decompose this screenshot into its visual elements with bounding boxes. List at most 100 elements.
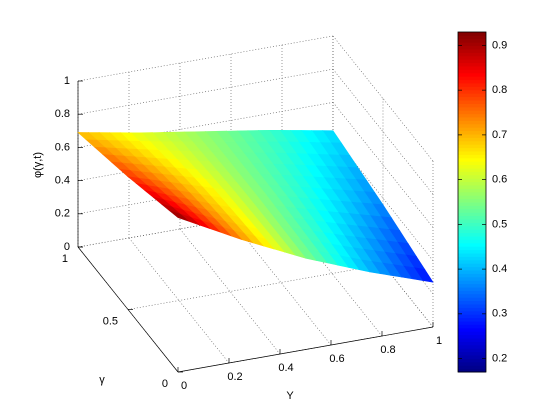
colorbar-swatch [458,52,486,57]
colorbar-swatch [458,276,486,281]
colorbar-swatch [458,259,486,264]
colorbar-swatch [458,49,486,53]
colorbar-swatch [458,120,486,125]
colorbar-swatch [458,147,486,152]
surface-patch [169,210,189,222]
x-axis-label: Y [286,390,294,402]
colorbar-swatch [458,246,486,251]
colorbar-swatch [458,151,486,155]
colorbar-swatch [458,164,486,169]
colorbar-swatch [458,113,486,118]
colorbar-swatch [458,310,486,315]
colorbar-tick-label: 0.3 [492,308,507,320]
y-tick-label: 0.5 [103,315,118,327]
colorbar-swatch [458,297,486,302]
colorbar-swatch [458,45,486,50]
colorbar-swatch [458,79,486,84]
colorbar-swatch [458,35,486,40]
colorbar-swatch [458,42,486,47]
colorbar-swatch [458,283,486,288]
y-tick-label: 0 [162,378,168,390]
x-tick-label: 0.8 [380,344,395,356]
colorbar-swatch [458,137,486,142]
colorbar-swatch [458,300,486,305]
colorbar-swatch [458,62,486,67]
colorbar-swatch [458,304,486,308]
y-axis-label: γ [99,374,105,386]
colorbar-swatch [458,96,486,101]
axis-line [177,326,434,373]
colorbar-swatch [458,338,486,342]
colorbar-swatch [458,198,486,203]
colorbar-swatch [458,239,486,244]
colorbar-swatch [458,205,486,210]
colorbar-swatch [458,100,486,104]
colorbar-swatch [458,368,486,373]
colorbar-swatch [458,140,486,145]
colorbar-swatch [458,185,486,189]
z-tick-label: 0.2 [55,208,70,220]
colorbar-swatch [458,358,486,363]
x-tick-label: 0.4 [278,362,293,374]
colorbar-swatch [458,215,486,220]
z-tick-label: 0.8 [55,108,70,120]
colorbar-swatch [458,191,486,196]
colorbar-swatch [458,130,486,135]
colorbar-swatch [458,181,486,186]
colorbar-swatch [458,154,486,159]
y-tick-label: 1 [62,253,68,265]
grid-line [77,35,334,82]
colorbar-swatch [458,72,486,77]
colorbar-swatch [458,144,486,149]
colorbar-swatch [458,171,486,176]
colorbar-tick-label: 0.8 [492,84,507,96]
colorbar-swatch [458,334,486,339]
colorbar-swatch [458,110,486,115]
x-tick-label: 0 [181,380,187,392]
colorbar-tick-label: 0.2 [492,352,507,364]
colorbar-swatch [458,317,486,322]
colorbar-swatch [458,38,486,43]
colorbar-swatch [458,202,486,206]
colorbar-swatch [458,83,486,87]
colorbar-swatch [458,253,486,257]
z-tick-label: 0.4 [55,175,70,187]
colorbar-swatch [458,76,486,81]
colorbar-swatch [458,219,486,223]
colorbar-swatch [458,106,486,111]
colorbar-swatch [458,32,486,36]
colorbar-swatch [458,212,486,217]
colorbar-swatch [458,117,486,121]
colorbar-swatch [458,273,486,278]
colorbar-swatch [458,161,486,166]
colorbar-swatch [458,280,486,285]
colorbar-tick-label: 0.9 [492,39,507,51]
colorbar-swatch [458,232,486,237]
colorbar-swatch [458,321,486,325]
x-tick-label: 0.2 [227,371,242,383]
colorbar-swatch [458,331,486,336]
x-tick-label: 0.6 [329,353,344,365]
colorbar-tick-label: 0.4 [492,263,507,275]
colorbar-swatch [458,236,486,240]
colorbar-swatch [458,270,486,274]
colorbar-swatch [458,293,486,298]
colorbar-swatch [458,307,486,312]
colorbar-swatch [458,93,486,98]
x-tick-label: 1 [436,335,442,347]
colorbar-swatch [458,327,486,332]
colorbar-swatch [458,266,486,271]
colorbar-swatch [458,361,486,366]
colorbar-swatch [458,344,486,349]
z-tick-label: 1 [64,75,70,87]
colorbar-swatch [458,351,486,356]
colorbar-swatch [458,365,486,370]
colorbar-tick-label: 0.7 [492,129,507,141]
colorbar-swatch [458,242,486,247]
grid-line [77,68,334,115]
colorbar-swatch [458,348,486,353]
colorbar-swatch [458,225,486,230]
z-tick-label: 0.6 [55,141,70,153]
colorbar-swatch [458,55,486,60]
